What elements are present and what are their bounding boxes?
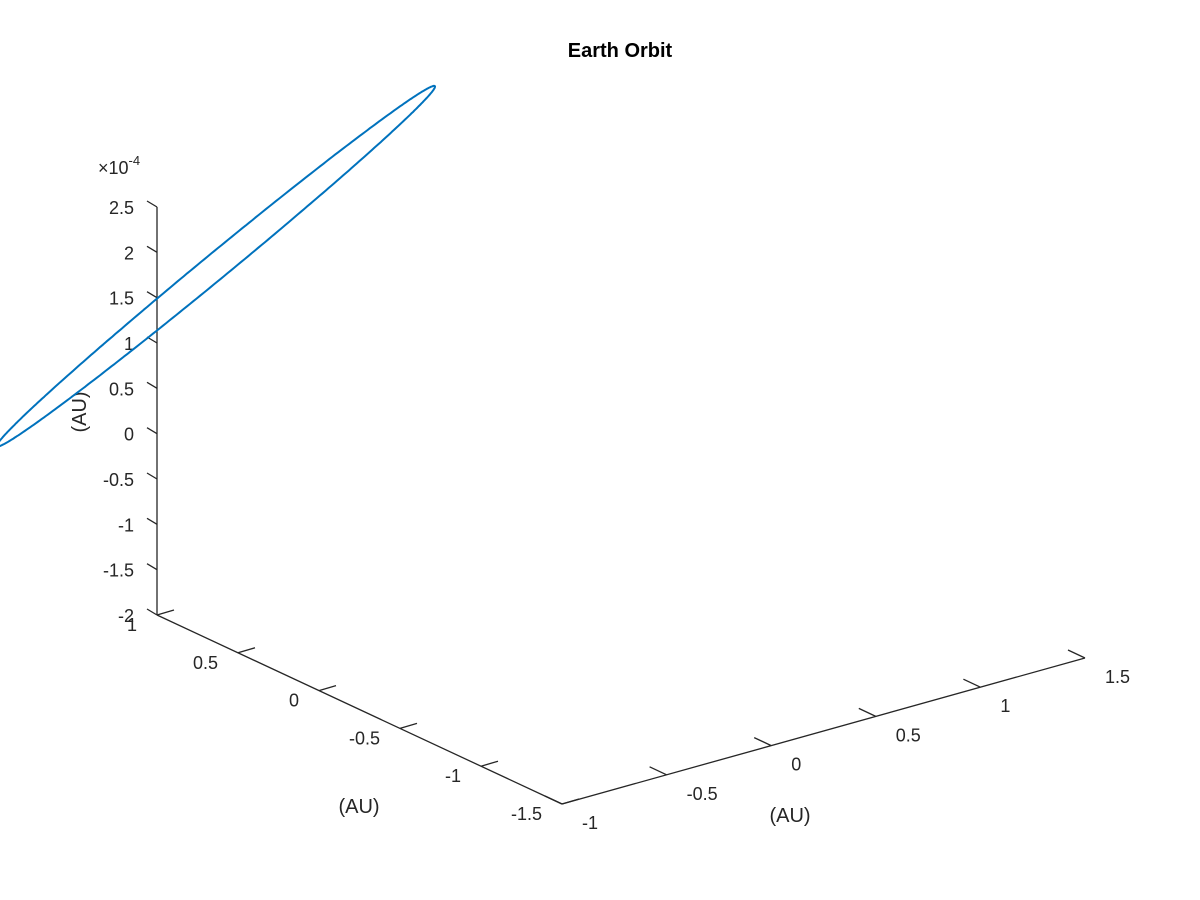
z-tick-mark-7 [146,291,158,299]
z-tick-label-5: 0.5 [109,379,134,399]
chart-title: Earth Orbit [568,40,673,62]
z-tick-label-9: 2.5 [109,198,134,218]
y-tick-mark-1 [480,760,499,767]
z-tick-mark-2 [146,517,158,525]
x-tick-mark-0 [544,795,563,805]
z-axis-ticks: -2 -1.5 -1 -0.5 0 0.5 1 1.5 2 2.5 [103,198,158,626]
x-tick-label-1: -0.5 [687,784,718,804]
z-tick-mark-8 [146,245,158,253]
z-tick-label-6: 1 [124,334,134,354]
z-axis-exponent-base: ×10 [98,158,129,178]
z-axis-label: (AU) [69,391,91,432]
z-tick-mark-9 [146,200,158,208]
y-tick-mark-3 [318,684,337,692]
y-tick-label-4: 0.5 [193,653,218,673]
z-tick-mark-4 [146,427,158,435]
x-tick-mark-4 [963,678,981,688]
x-tick-label-3: 0.5 [896,725,921,745]
y-axis-ticks: -1.5 -1 -0.5 0 0.5 1 [127,609,580,824]
y-tick-mark-2 [399,722,418,730]
x-tick-label-5: 1.5 [1105,667,1130,687]
x-tick-label-0: -1 [582,813,598,833]
z-tick-mark-1 [146,563,158,571]
y-tick-label-0: -1.5 [511,804,542,824]
y-tick-mark-4 [237,647,256,654]
y-tick-label-1: -1 [445,766,461,786]
x-axis-ticks: -1 -0.5 0 0.5 1 1.5 [544,649,1130,833]
y-tick-mark-5 [156,609,175,616]
x-tick-label-2: 0 [791,755,801,775]
x-tick-mark-3 [858,707,877,717]
y-tick-mark-0 [561,798,580,805]
z-tick-mark-5 [146,381,158,389]
z-axis-exponent-power: -4 [129,153,141,168]
x-tick-label-4: 1 [1000,696,1010,716]
z-tick-label-1: -1.5 [103,561,134,581]
y-tick-label-5: 1 [127,615,137,635]
x-axis-label: (AU) [769,805,810,827]
z-tick-label-4: 0 [124,425,134,445]
y-tick-label-2: -0.5 [349,728,380,748]
orbit-series-line [0,84,436,448]
y-tick-label-3: 0 [289,691,299,711]
z-tick-mark-3 [146,472,158,480]
x-tick-mark-2 [753,737,772,747]
x-tick-mark-1 [649,766,667,776]
x-tick-mark-5 [1067,649,1086,659]
x-axis-line [561,657,1086,805]
y-axis-line [156,614,563,805]
z-tick-label-7: 1.5 [109,289,134,309]
z-tick-label-3: -0.5 [103,470,134,490]
z-tick-label-2: -1 [118,515,134,535]
z-tick-mark-0 [146,608,158,616]
z-tick-label-8: 2 [124,243,134,263]
z-axis-exponent: ×10-4 [98,153,140,178]
y-axis-label: (AU) [338,796,379,818]
z-tick-label-0: -2 [118,606,134,626]
